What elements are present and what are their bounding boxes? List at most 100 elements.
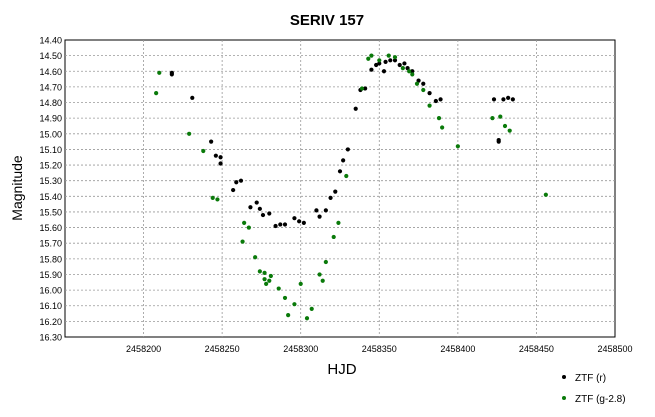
x-tick-label: 2458500: [597, 344, 632, 354]
y-tick-label: 14.70: [39, 82, 62, 92]
point-ztf-g: [543, 192, 548, 197]
point-ztf-r: [501, 97, 506, 102]
point-ztf-g: [344, 173, 349, 179]
point-ztf-r: [292, 216, 297, 221]
y-tick-label: 14.50: [39, 51, 62, 61]
point-ztf-r: [345, 147, 350, 152]
point-ztf-r: [341, 158, 346, 163]
point-ztf-r: [410, 69, 415, 74]
point-ztf-r: [405, 66, 410, 71]
point-ztf-r: [267, 211, 272, 216]
point-ztf-r: [190, 95, 195, 100]
point-ztf-g: [215, 197, 220, 202]
point-ztf-g: [262, 277, 267, 282]
plot-area: [64, 39, 616, 338]
point-ztf-g: [323, 259, 328, 265]
point-ztf-r: [297, 219, 302, 224]
point-ztf-r: [317, 214, 322, 219]
point-ztf-g: [440, 125, 445, 130]
point-ztf-r: [231, 187, 236, 193]
point-ztf-r: [260, 212, 266, 218]
point-ztf-g: [309, 306, 314, 311]
x-tick-label: 2458400: [440, 344, 475, 354]
point-ztf-r: [363, 86, 368, 91]
point-ztf-g: [292, 302, 297, 307]
y-tick-label: 15.80: [39, 254, 62, 264]
y-axis-label: Magnitude: [9, 155, 25, 221]
point-ztf-r: [353, 106, 358, 111]
point-ztf-g: [331, 234, 336, 240]
point-ztf-r: [383, 59, 388, 64]
point-ztf-r: [381, 69, 387, 74]
point-ztf-r: [234, 180, 239, 185]
legend-marker-g: [562, 396, 566, 400]
point-ztf-r: [278, 222, 283, 227]
data-points: [154, 53, 548, 321]
point-ztf-g: [268, 273, 273, 279]
point-ztf-r: [496, 139, 501, 144]
point-ztf-g: [276, 286, 281, 291]
point-ztf-g: [298, 281, 303, 286]
y-tick-label: 14.60: [39, 67, 62, 77]
point-ztf-r: [282, 222, 288, 227]
point-ztf-g: [267, 278, 272, 283]
point-ztf-g: [427, 103, 432, 108]
point-ztf-g: [157, 70, 162, 75]
point-ztf-g: [201, 148, 206, 154]
point-ztf-g: [359, 86, 365, 91]
point-ztf-r: [301, 220, 306, 225]
point-ztf-r: [323, 208, 328, 213]
y-axis-ticks: 14.40 14.50 14.60 14.70 14.80 14.90 15.00 15.10…: [39, 36, 62, 343]
y-tick-label: 16.10: [39, 301, 62, 311]
point-ztf-r: [397, 62, 402, 68]
point-ztf-r: [438, 97, 443, 102]
point-ztf-g: [490, 116, 495, 121]
point-ztf-r: [257, 206, 262, 211]
y-tick-label: 15.90: [39, 270, 62, 280]
point-ztf-g: [317, 272, 322, 277]
point-ztf-r: [333, 189, 338, 194]
point-ztf-r: [169, 72, 174, 77]
point-ztf-r: [337, 169, 343, 174]
y-tick-label: 15.30: [39, 176, 62, 186]
point-ztf-g: [154, 91, 159, 96]
point-ztf-g: [436, 116, 442, 121]
point-ztf-g: [455, 144, 460, 149]
point-ztf-r: [218, 155, 223, 160]
y-tick-label: 16.30: [39, 333, 62, 343]
y-tick-label: 15.20: [39, 161, 62, 171]
x-tick-label: 2458350: [362, 344, 397, 354]
point-ztf-r: [218, 161, 223, 166]
x-axis-label: HJD: [327, 361, 356, 378]
y-tick-label: 15.10: [39, 145, 62, 155]
point-ztf-g: [407, 69, 412, 74]
point-ztf-r: [254, 200, 259, 205]
point-ztf-g: [366, 56, 371, 61]
point-ztf-g: [414, 81, 420, 86]
point-ztf-r: [238, 178, 244, 183]
y-tick-label: 16.20: [39, 317, 62, 327]
point-ztf-g: [242, 220, 247, 225]
point-ztf-r: [506, 95, 511, 100]
point-ztf-r: [402, 61, 407, 66]
point-ztf-r: [510, 97, 515, 102]
x-tick-label: 2458250: [205, 344, 240, 354]
point-ztf-g: [507, 128, 512, 133]
point-ztf-r: [377, 61, 382, 66]
point-ztf-g: [502, 123, 508, 129]
y-tick-label: 14.90: [39, 114, 62, 124]
legend: ZTF (r) ZTF (g-2.8): [562, 373, 626, 405]
point-ztf-g: [336, 220, 341, 225]
point-ztf-g: [286, 313, 291, 318]
point-ztf-r: [209, 139, 214, 144]
point-ztf-g: [369, 53, 374, 58]
point-ztf-g: [421, 87, 426, 93]
point-ztf-r: [314, 208, 319, 213]
point-ztf-r: [374, 62, 379, 68]
y-tick-label: 15.40: [39, 192, 62, 202]
y-tick-label: 14.80: [39, 98, 62, 108]
point-ztf-g: [392, 55, 398, 60]
grid-lines: [65, 40, 615, 337]
point-ztf-r: [328, 195, 333, 200]
